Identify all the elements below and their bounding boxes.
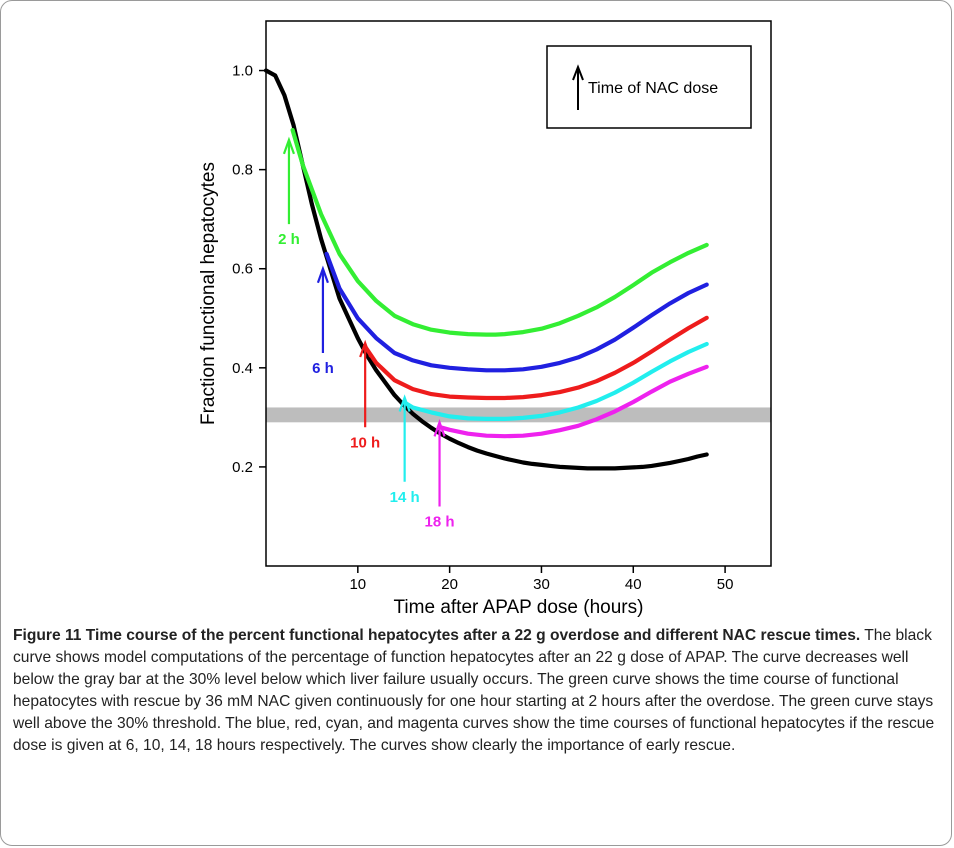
- series-line-2: [324, 251, 709, 373]
- threshold-band-layer: [266, 407, 771, 423]
- nac-arrow-label-3: 14 h: [390, 489, 420, 506]
- legend-arrow-head-icon: [572, 64, 584, 81]
- x-tick-label-4: 50: [717, 576, 734, 593]
- line-chart: 2 h 6 h 10 h 14 h 18 h 10 20 30 40 50 0.2 0.4 0.6 0.…: [198, 20, 772, 618]
- threshold-band: [266, 407, 771, 423]
- annotation-layer: 2 h 6 h 10 h 14 h 18 h: [278, 136, 455, 531]
- x-axis-label: Time after APAP dose (hours): [394, 597, 644, 618]
- y-tick-label-1: 0.4: [232, 360, 253, 377]
- nac-arrow-label-2: 10 h: [350, 434, 380, 451]
- nac-arrow-label-1: 6 h: [312, 360, 334, 377]
- plot-area-border: [265, 20, 772, 567]
- series-line-0: [263, 68, 709, 471]
- series-line-5: [438, 364, 709, 439]
- nac-arrow-head-1: [316, 265, 329, 284]
- nac-arrow-label-0: 2 h: [278, 231, 300, 248]
- legend-label: Time of NAC dose: [588, 80, 718, 97]
- y-tick-label-3: 0.8: [232, 162, 253, 179]
- caption-title: Figure 11 Time course of the percent fun…: [13, 627, 861, 644]
- x-tick-label-2: 30: [533, 576, 550, 593]
- series-line-3: [364, 315, 709, 401]
- caption-body: The black curve shows model computations…: [13, 627, 935, 754]
- y-tick-label-0: 0.2: [232, 459, 253, 476]
- series-line-4: [402, 341, 709, 421]
- y-tick-label-2: 0.6: [232, 261, 253, 278]
- nac-arrow-head-0: [282, 136, 295, 155]
- series-line-1: [290, 127, 709, 337]
- legend: Time of NAC dose: [546, 45, 752, 129]
- nac-arrow-head-3: [398, 394, 411, 412]
- legend-box: [546, 45, 752, 129]
- x-tick-label-1: 20: [441, 576, 458, 593]
- series-layer: [263, 68, 709, 471]
- nac-arrow-label-4: 18 h: [425, 514, 455, 531]
- nac-arrow-head-4: [433, 419, 446, 437]
- nac-arrow-head-2: [359, 339, 372, 358]
- y-axis-label: Fraction functional hepatocytes: [198, 162, 219, 425]
- axis-layer: 10 20 30 40 50 0.2 0.4 0.6 0.8 1.0: [232, 63, 733, 593]
- y-tick-label-4: 1.0: [232, 63, 253, 80]
- x-tick-label-0: 10: [349, 576, 366, 593]
- figure-caption: Figure 11 Time course of the percent fun…: [13, 625, 941, 757]
- x-tick-label-3: 40: [625, 576, 642, 593]
